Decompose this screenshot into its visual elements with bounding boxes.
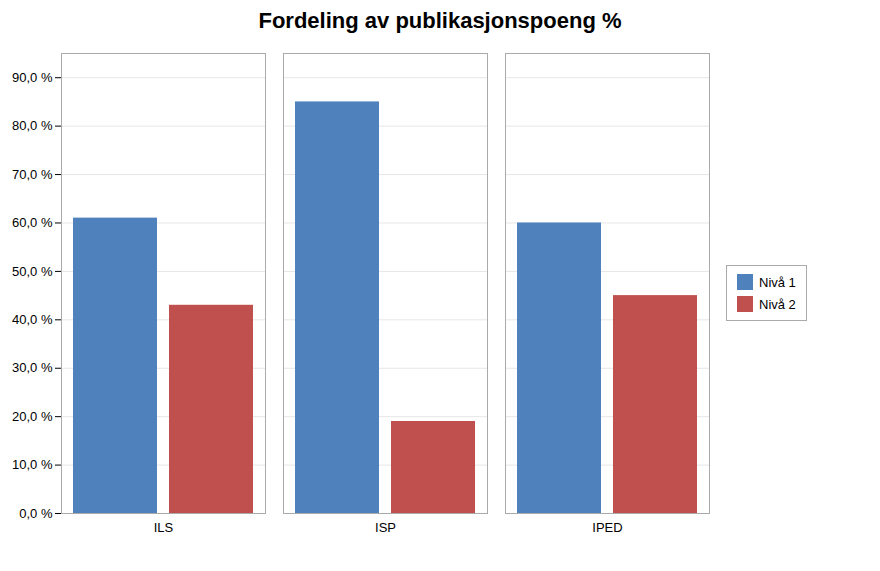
svg-text:20,0 %: 20,0 % [12,409,53,424]
svg-text:ILS: ILS [154,520,174,535]
svg-text:70,0 %: 70,0 % [12,167,53,182]
svg-text:ISP: ISP [375,520,396,535]
svg-text:50,0 %: 50,0 % [12,264,53,279]
svg-text:30,0 %: 30,0 % [12,360,53,375]
svg-text:10,0 %: 10,0 % [12,457,53,472]
svg-text:IPED: IPED [592,520,622,535]
svg-text:0,0 %: 0,0 % [19,506,53,521]
html-text:Nivå 1: Nivå 1 [759,274,796,290]
svg-text:40,0 %: 40,0 % [12,312,53,327]
svg-text:60,0 %: 60,0 % [12,215,53,230]
svg-text:90,0 %: 90,0 % [12,70,53,85]
html-text:Nivå 2: Nivå 2 [759,296,796,312]
svg-text:80,0 %: 80,0 % [12,118,53,133]
html-text:Fordeling av publikasjonspoeng: Fordeling av publikasjonspoeng % [258,8,622,33]
